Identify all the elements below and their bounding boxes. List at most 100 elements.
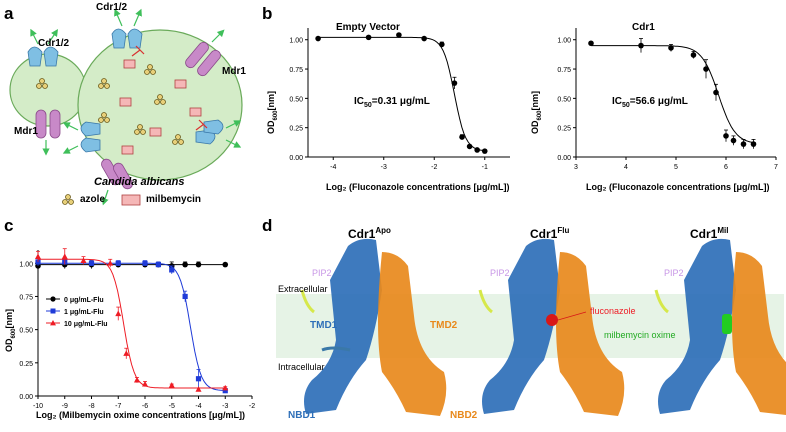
x-tick-label: -9 [62, 403, 68, 410]
x-tick-label: -3 [222, 403, 228, 410]
milbemycin-squares [119, 59, 202, 155]
ic50-right-sub: 50 [622, 102, 630, 109]
milbemycin-legend-icon [121, 194, 141, 206]
structure-mil [654, 238, 786, 416]
data-point [182, 293, 188, 300]
panel-d-structures [276, 238, 786, 416]
chart-b2-ylabel: OD600[nm] [530, 91, 543, 134]
fit-curve [591, 45, 757, 144]
ic50-left-post: =0.31 μg/mL [371, 96, 430, 107]
panel-a-diagram [9, 8, 243, 206]
data-point [182, 261, 188, 268]
ic50-right: IC50=56.6 μg/mL [612, 96, 688, 109]
y-tick-label: 0.75 [557, 67, 571, 74]
label-pip2-3: PIP2 [664, 268, 684, 278]
x-tick-label: -1 [482, 164, 488, 171]
b2-ylabel-sub: 600 [536, 110, 543, 121]
label-intracellular: Intracellular [278, 362, 325, 372]
label-organism: Candida albicans [94, 176, 185, 188]
y-tick-label: 0.00 [557, 155, 571, 162]
data-point [155, 262, 161, 268]
data-point [730, 137, 737, 144]
b1-ylabel-main: OD [266, 120, 276, 135]
y-tick-label: 0.50 [289, 96, 303, 103]
b1-ylabel-unit: [nm] [266, 90, 276, 111]
data-point [88, 260, 95, 266]
x-tick-label: 7 [774, 164, 778, 171]
milbemycin-ligand [722, 314, 732, 334]
label-mdr1-left: Mdr1 [14, 126, 38, 137]
chart-b1-title: Empty Vector [336, 22, 400, 33]
data-point [142, 380, 148, 387]
y-tick-label: 0.75 [19, 294, 33, 301]
ic50-right-pre: IC [612, 96, 622, 107]
b1-ylabel-sub: 600 [272, 110, 279, 121]
title-apo-sup: Apo [375, 226, 391, 235]
x-tick-label: 4 [624, 164, 628, 171]
inhibition-marks [131, 45, 208, 131]
data-point [703, 66, 709, 72]
label-tmd1: TMD1 [310, 320, 338, 331]
fit-curve [38, 262, 226, 391]
y-tick-label: 0.00 [19, 394, 33, 401]
mdr1-big-b [197, 49, 221, 77]
cdr-transporter-small [27, 46, 59, 67]
y-tick-label: 0.50 [19, 328, 33, 335]
legend-label: 1 μg/mL-Flu [64, 309, 104, 316]
chart-milbemycin: 0.00 0.25 0.50 0.75 1.00 -10 -9 -8 -7 -6 -5 -4 -3 -2 0… [19, 248, 255, 410]
ic50-left-pre: IC [354, 96, 364, 107]
x-tick-label: -7 [115, 403, 121, 410]
data-point [315, 35, 321, 42]
y-tick-label: 0.75 [289, 67, 303, 74]
c-ylabel-unit: [nm] [4, 308, 14, 329]
azole-legend-icon [62, 194, 74, 205]
data-point [396, 32, 402, 38]
data-point [638, 42, 644, 49]
title-flu-main: Cdr1 [530, 227, 558, 241]
label-cdr12-top: Cdr1/2 [96, 2, 128, 13]
title-mil-sup: Mil [717, 226, 729, 235]
x-tick-label: -8 [88, 403, 94, 410]
data-point [222, 384, 229, 391]
data-point [421, 35, 427, 42]
chart-b2-title: Cdr1 [632, 22, 655, 33]
x-tick-label: -2 [431, 164, 437, 171]
mdr1-big-a [185, 41, 209, 69]
data-point [740, 141, 747, 147]
legend-azole-label: azole [80, 194, 106, 205]
cdr-transporter-top [111, 28, 143, 49]
azole-molecules [36, 64, 184, 145]
chart-cdr1: 0.00 0.25 0.50 0.75 1.00 3 4 5 6 7 [557, 28, 778, 171]
x-tick-label: -3 [381, 164, 387, 171]
title-apo-main: Cdr1 [348, 227, 376, 241]
mdr1-small-a [35, 109, 47, 139]
x-tick-label: -10 [33, 403, 43, 410]
data-point [466, 143, 473, 150]
data-point [668, 45, 674, 51]
data-point [723, 133, 729, 139]
x-tick-label: 6 [724, 164, 728, 171]
label-pip2-1: PIP2 [312, 268, 332, 278]
title-apo: Cdr1Apo [348, 226, 391, 241]
data-point [35, 259, 41, 265]
fit-curve [38, 258, 226, 389]
data-point [195, 376, 202, 382]
panel-d-letter: d [262, 216, 273, 235]
title-flu-sup: Flu [557, 226, 570, 235]
structure-flu [478, 238, 625, 416]
data-point [474, 147, 480, 153]
data-point [195, 386, 202, 392]
y-tick-label: 1.00 [289, 38, 303, 45]
data-point [222, 388, 228, 394]
legend-marker [50, 308, 56, 314]
label-milbemycin-oxime: milbemycin oxime [604, 330, 676, 340]
panel-b-letter: b [262, 4, 273, 23]
data-point [115, 310, 122, 317]
label-nbd1: NBD1 [288, 410, 316, 421]
title-mil: Cdr1Mil [690, 226, 728, 241]
b2-ylabel-main: OD [530, 120, 540, 135]
data-point [142, 260, 148, 266]
label-fluconazole: fluconazole [590, 306, 636, 316]
data-point [439, 41, 445, 48]
y-tick-label: 0.25 [557, 126, 571, 133]
